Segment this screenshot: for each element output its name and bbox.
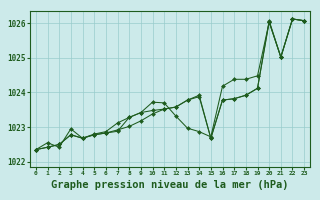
X-axis label: Graphe pression niveau de la mer (hPa): Graphe pression niveau de la mer (hPa) [51, 180, 289, 190]
